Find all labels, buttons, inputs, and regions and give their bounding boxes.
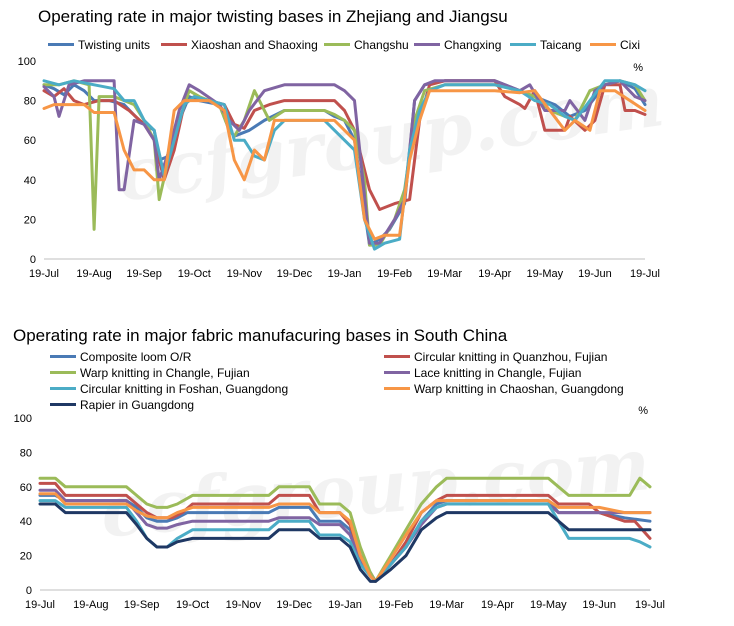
x-tick-label: 19-Jul: [29, 268, 59, 280]
legend-label: Twisting units: [78, 38, 151, 52]
legend-item: Taicang: [510, 38, 581, 52]
legend-item: Lace knitting in Changle, Fujian: [384, 366, 581, 380]
legend-label: Lace knitting in Changle, Fujian: [414, 366, 582, 380]
legend-swatch: [48, 43, 74, 47]
x-tick-label: 19-Dec: [277, 268, 313, 280]
legend-swatch: [50, 387, 76, 391]
legend-label: Circular knitting in Quanzhou, Fujian: [414, 350, 608, 364]
legend-item: Rapier in Guangdong: [50, 398, 194, 412]
legend-swatch: [510, 43, 536, 47]
legend-swatch: [384, 371, 410, 375]
legend-item: Changshu: [324, 38, 409, 52]
legend-label: Taicang: [540, 38, 582, 52]
legend-item: Xiaoshan and Shaoxing: [161, 38, 318, 52]
x-tick-label: 19-Jun: [578, 268, 612, 280]
legend-label: Changxing: [444, 38, 502, 52]
legend-swatch: [384, 355, 410, 359]
x-tick-label: 19-Oct: [178, 268, 211, 280]
legend-label: Cixi: [620, 38, 640, 52]
legend-label: Xiaoshan and Shaoxing: [191, 38, 318, 52]
chart-title: Operating rate in major fabric manufacur…: [13, 326, 508, 345]
legend-label: Warp knitting in Changle, Fujian: [80, 366, 250, 380]
legend-swatch: [161, 43, 187, 47]
y-tick-label: 60: [24, 135, 36, 147]
legend-item: Composite loom O/R: [50, 350, 191, 364]
legend-item: Cixi: [590, 38, 640, 52]
legend-label: Circular knitting in Foshan, Guangdong: [80, 382, 289, 396]
x-tick-label: 19-Feb: [377, 268, 412, 280]
legend-item: Circular knitting in Foshan, Guangdong: [50, 382, 288, 396]
x-tick-label: 19-Sep: [126, 268, 161, 280]
unit-label: %: [633, 62, 643, 74]
x-tick-label: 19-Aug: [76, 268, 111, 280]
legend-swatch: [414, 43, 440, 47]
legend-label: Rapier in Guangdong: [80, 398, 195, 412]
series-line: [42, 79, 647, 211]
y-tick-label: 0: [30, 254, 36, 266]
legend-label: Composite loom O/R: [80, 350, 192, 364]
legend-swatch: [50, 371, 76, 375]
y-tick-label: 100: [18, 56, 36, 68]
legend-item: Warp knitting in Chaoshan, Guangdong: [384, 382, 624, 396]
chart-title: Operating rate in major twisting bases i…: [38, 7, 508, 26]
legend-swatch: [50, 403, 76, 407]
x-tick-label: 19-May: [526, 268, 563, 280]
legend-swatch: [590, 43, 616, 47]
x-tick-label: 19-Jan: [328, 268, 362, 280]
x-tick-label: 19-Apr: [478, 268, 511, 280]
x-tick-label: 19-Mar: [427, 268, 462, 280]
legend-swatch: [324, 43, 350, 47]
x-tick-label: 19-Nov: [227, 268, 263, 280]
legend-item: Warp knitting in Changle, Fujian: [50, 366, 250, 380]
y-tick-label: 20: [24, 214, 36, 226]
legend-label: Warp knitting in Chaoshan, Guangdong: [414, 382, 624, 396]
legend-swatch: [384, 387, 410, 391]
legend-label: Changshu: [354, 38, 409, 52]
legend-item: Twisting units: [48, 38, 150, 52]
y-tick-label: 80: [24, 96, 36, 108]
legend-item: Changxing: [414, 38, 501, 52]
series-line: [42, 89, 647, 241]
legend-item: Circular knitting in Quanzhou, Fujian: [384, 350, 607, 364]
series-line: [42, 79, 647, 251]
x-tick-label: 19-Jul: [630, 268, 660, 280]
legend-swatch: [50, 355, 76, 359]
y-tick-label: 40: [24, 175, 36, 187]
